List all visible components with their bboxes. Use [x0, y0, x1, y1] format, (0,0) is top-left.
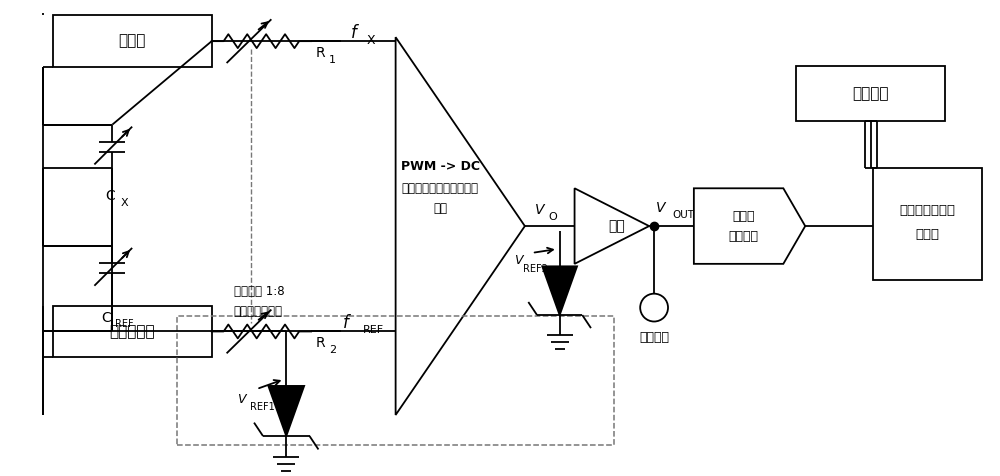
Text: 模拟到: 模拟到	[732, 209, 755, 223]
Text: （脉宽调制信号到直流转: （脉宽调制信号到直流转	[402, 182, 479, 195]
Text: V: V	[514, 254, 522, 268]
Text: 换）: 换）	[433, 202, 447, 215]
Text: REF2: REF2	[523, 264, 548, 274]
Polygon shape	[268, 386, 304, 436]
Text: 1: 1	[329, 55, 336, 65]
Text: 数字转换: 数字转换	[729, 229, 759, 242]
Text: REF: REF	[115, 319, 134, 329]
Text: X: X	[120, 198, 128, 208]
Text: （需精确匹配）: （需精确匹配）	[234, 305, 283, 318]
Text: 辑电路: 辑电路	[915, 228, 939, 240]
Circle shape	[640, 294, 668, 321]
Text: C: C	[101, 310, 111, 325]
Text: REF1: REF1	[250, 402, 275, 412]
Text: C: C	[105, 189, 115, 203]
Polygon shape	[542, 267, 577, 315]
FancyBboxPatch shape	[53, 306, 212, 357]
Text: f: f	[351, 24, 357, 42]
Text: X: X	[367, 34, 375, 47]
Text: OUT: OUT	[672, 210, 694, 220]
FancyBboxPatch shape	[796, 66, 945, 121]
Polygon shape	[396, 37, 525, 415]
Text: REF: REF	[363, 326, 384, 336]
Text: 测试节点: 测试节点	[639, 331, 669, 344]
FancyBboxPatch shape	[53, 15, 212, 67]
Text: R: R	[316, 46, 326, 60]
Text: 增益: 增益	[608, 219, 625, 233]
Polygon shape	[575, 188, 649, 264]
Text: O: O	[549, 212, 557, 222]
Text: V: V	[656, 201, 666, 215]
Text: 电阵比例 1:8: 电阵比例 1:8	[234, 285, 284, 298]
Text: 2: 2	[329, 346, 336, 356]
Text: V: V	[237, 393, 246, 406]
Polygon shape	[694, 188, 805, 264]
Text: 谐振器: 谐振器	[118, 34, 146, 49]
Text: PWM -> DC: PWM -> DC	[401, 160, 480, 173]
Text: 数字接口以及逻: 数字接口以及逻	[899, 204, 955, 217]
Text: f: f	[343, 315, 349, 333]
Text: R: R	[316, 337, 326, 350]
FancyBboxPatch shape	[873, 169, 982, 280]
Text: 校准单元: 校准单元	[853, 86, 889, 101]
Text: V: V	[535, 203, 544, 217]
Text: 参考谐振器: 参考谐振器	[109, 324, 155, 339]
